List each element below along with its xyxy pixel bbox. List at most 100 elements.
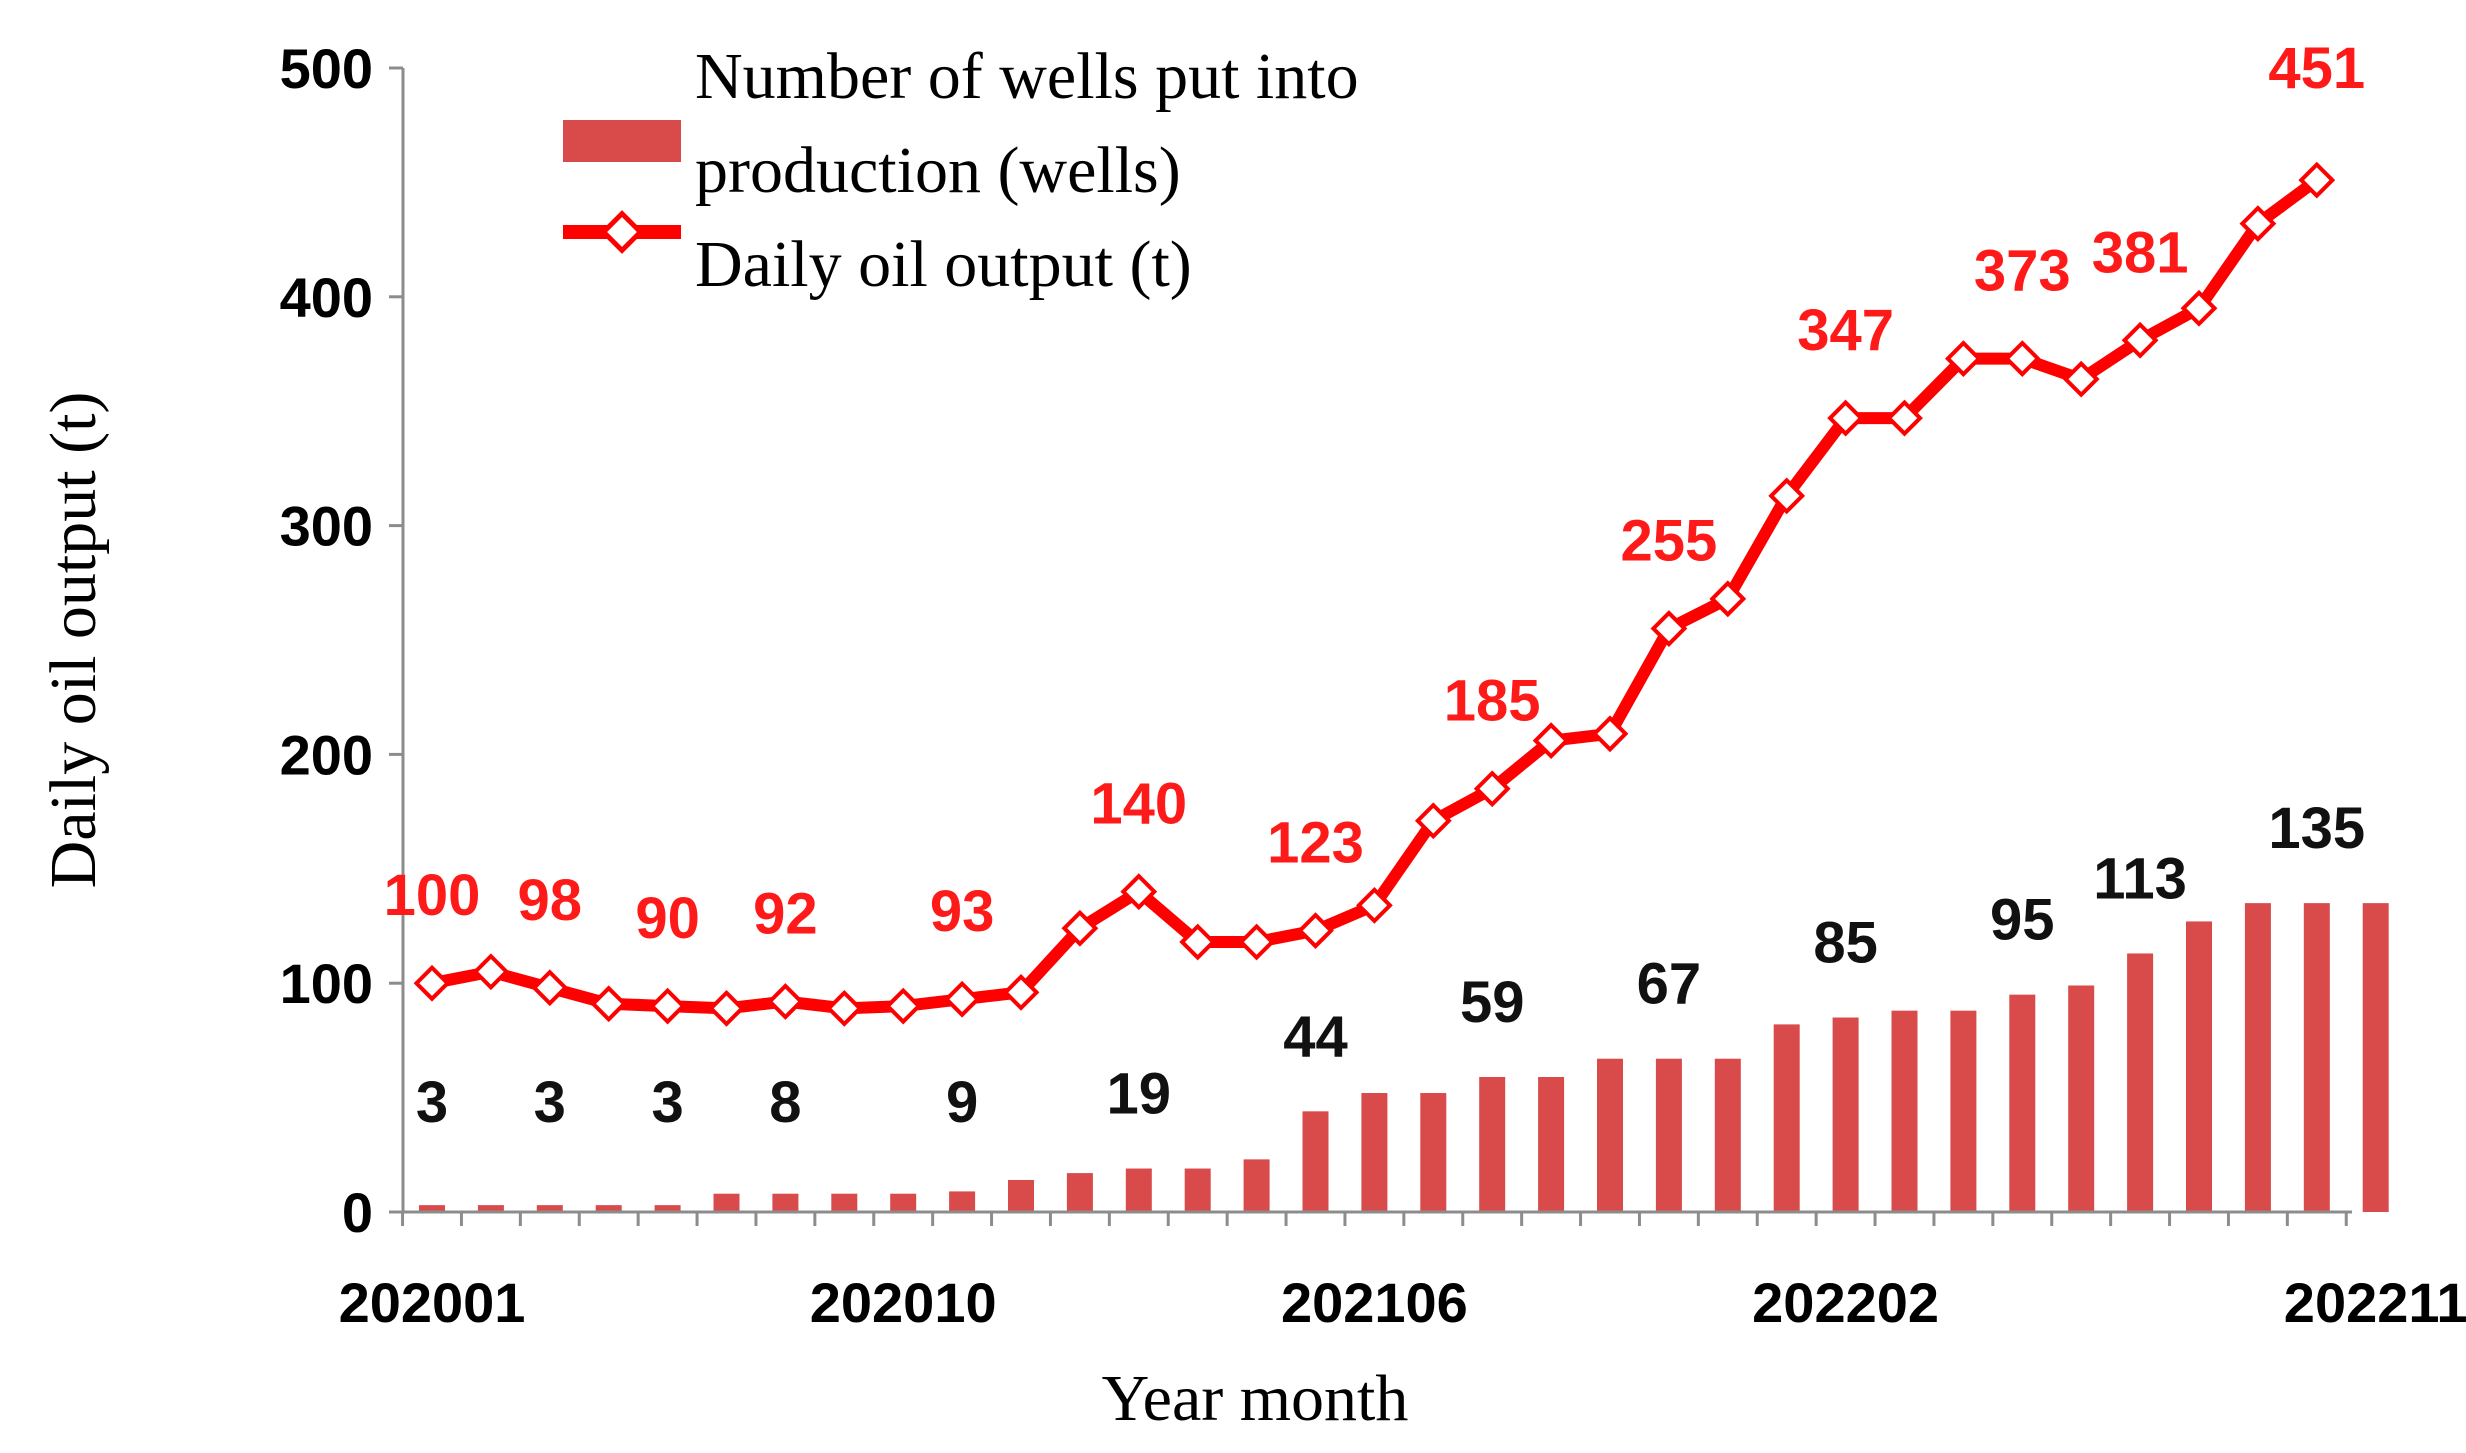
bar-wells — [949, 1191, 976, 1212]
oil-data-label: 93 — [930, 879, 995, 944]
oil-point-marker — [1886, 399, 1923, 437]
oil-point-marker — [2121, 321, 2159, 359]
oil-point-marker — [590, 985, 628, 1023]
oil-data-label: 100 — [384, 863, 481, 928]
bar-wells — [536, 1205, 563, 1212]
labels-layer: 100 98 90 92 93 140 123 185 255 347 373 381 451 3 3 3 8 9… — [384, 36, 2366, 1135]
oil-data-label: 347 — [1797, 298, 1894, 363]
oil-point-marker — [1768, 477, 1806, 515]
wells-data-label: 8 — [769, 1070, 801, 1135]
oil-data-label: 373 — [1974, 239, 2071, 304]
bar-wells — [1479, 1077, 1506, 1212]
bar-wells — [1125, 1168, 1152, 1212]
oil-point-marker — [884, 987, 922, 1025]
bar-wells — [1361, 1093, 1388, 1212]
wells-data-label: 3 — [534, 1070, 566, 1135]
wells-data-label: 19 — [1107, 1062, 1172, 1127]
y-tick-label: 0 — [342, 1181, 373, 1244]
legend-oil-marker — [600, 210, 644, 254]
wells-data-label: 135 — [2268, 796, 2365, 861]
x-tick-label: 202202 — [1752, 1271, 1939, 1334]
oil-data-label: 123 — [1267, 811, 1364, 876]
oil-data-label: 255 — [1621, 509, 1718, 574]
bar-wells — [1066, 1173, 1093, 1212]
bar-wells — [1597, 1058, 1623, 1212]
bar-wells — [1420, 1093, 1447, 1212]
bar-wells — [2362, 903, 2389, 1212]
bar-wells — [713, 1193, 740, 1212]
oil-point-marker — [1591, 715, 1629, 753]
x-axis-title: Year month — [1102, 1362, 1409, 1435]
oil-point-marker — [1827, 399, 1864, 437]
bar-wells — [477, 1205, 504, 1212]
oil-point-marker — [708, 989, 745, 1027]
bar-wells — [2127, 953, 2154, 1212]
oil-point-marker — [2298, 161, 2336, 199]
bar-wells — [772, 1193, 799, 1212]
bar-wells — [2009, 994, 2036, 1212]
legend-wells-label-line2: production (wells) — [695, 134, 1181, 207]
oil-data-label: 92 — [753, 882, 818, 947]
x-tick-label: 202211 — [2284, 1271, 2466, 1334]
line-layer — [413, 161, 2336, 1027]
wells-data-label: 3 — [416, 1070, 448, 1135]
oil-point-marker — [1532, 722, 1570, 760]
wells-data-label: 113 — [2093, 846, 2187, 911]
x-tick-label: 202010 — [810, 1271, 997, 1334]
ticks-layer: 0 100 200 300 400 500 202001 202010 202106 202202… — [280, 37, 2466, 1334]
y-axis-title: Daily oil output (t) — [37, 392, 110, 889]
legend-oil-label: Daily oil output (t) — [695, 228, 1192, 301]
oil-point-marker — [943, 980, 981, 1018]
bar-wells — [1832, 1017, 1859, 1212]
oil-data-label: 90 — [635, 886, 700, 951]
bar-wells — [654, 1205, 681, 1212]
oil-point-marker — [1945, 340, 1982, 377]
wells-data-label: 9 — [946, 1070, 978, 1135]
oil-point-marker — [1238, 923, 1275, 961]
bar-wells — [1950, 1010, 1977, 1212]
oil-point-marker — [1297, 912, 1334, 949]
bar-wells — [1655, 1058, 1682, 1212]
wells-data-label: 85 — [1813, 911, 1878, 976]
oil-data-label: 381 — [2092, 220, 2189, 285]
y-tick-label: 200 — [280, 723, 373, 786]
oil-point-marker — [531, 969, 569, 1007]
x-tick-label: 202001 — [339, 1271, 526, 1334]
bar-wells — [1773, 1024, 1800, 1212]
oil-point-marker — [2239, 205, 2277, 242]
bar-wells — [2186, 921, 2212, 1212]
oil-data-label: 98 — [518, 868, 583, 933]
bar-wells — [1891, 1010, 1918, 1212]
oil-output-line — [426, 174, 2323, 1015]
bar-wells — [890, 1193, 917, 1212]
wells-data-label: 59 — [1460, 970, 1525, 1035]
oil-data-label: 140 — [1090, 772, 1187, 837]
oil-point-marker — [1356, 887, 1393, 924]
y-tick-label: 500 — [280, 37, 373, 100]
bar-wells — [595, 1205, 622, 1212]
x-tick-label: 202106 — [1281, 1271, 1468, 1334]
oil-point-marker — [1414, 802, 1452, 840]
bar-wells — [2068, 985, 2095, 1212]
oil-point-marker — [2062, 360, 2100, 398]
legend-wells-label-line1: Number of wells put into — [695, 40, 1359, 113]
wells-data-label: 67 — [1637, 952, 1702, 1017]
oil-point-marker — [649, 987, 686, 1025]
oil-point-marker — [1473, 770, 1511, 808]
oil-point-marker — [1120, 873, 1158, 911]
y-tick-label: 300 — [280, 495, 373, 558]
wells-data-label: 44 — [1283, 1004, 1348, 1069]
bar-wells — [2303, 903, 2330, 1212]
oil-point-marker — [472, 953, 510, 991]
oil-point-marker — [767, 983, 804, 1020]
oil-point-marker — [1061, 909, 1099, 947]
oil-data-label: 185 — [1444, 669, 1541, 734]
axes-layer — [401, 68, 2352, 1214]
oil-point-marker — [825, 989, 863, 1027]
bar-wells — [1008, 1179, 1034, 1212]
oil-data-label: 451 — [2268, 36, 2365, 101]
bars-layer — [419, 903, 2389, 1212]
bar-wells — [419, 1205, 445, 1212]
wells-data-label: 3 — [651, 1070, 683, 1135]
